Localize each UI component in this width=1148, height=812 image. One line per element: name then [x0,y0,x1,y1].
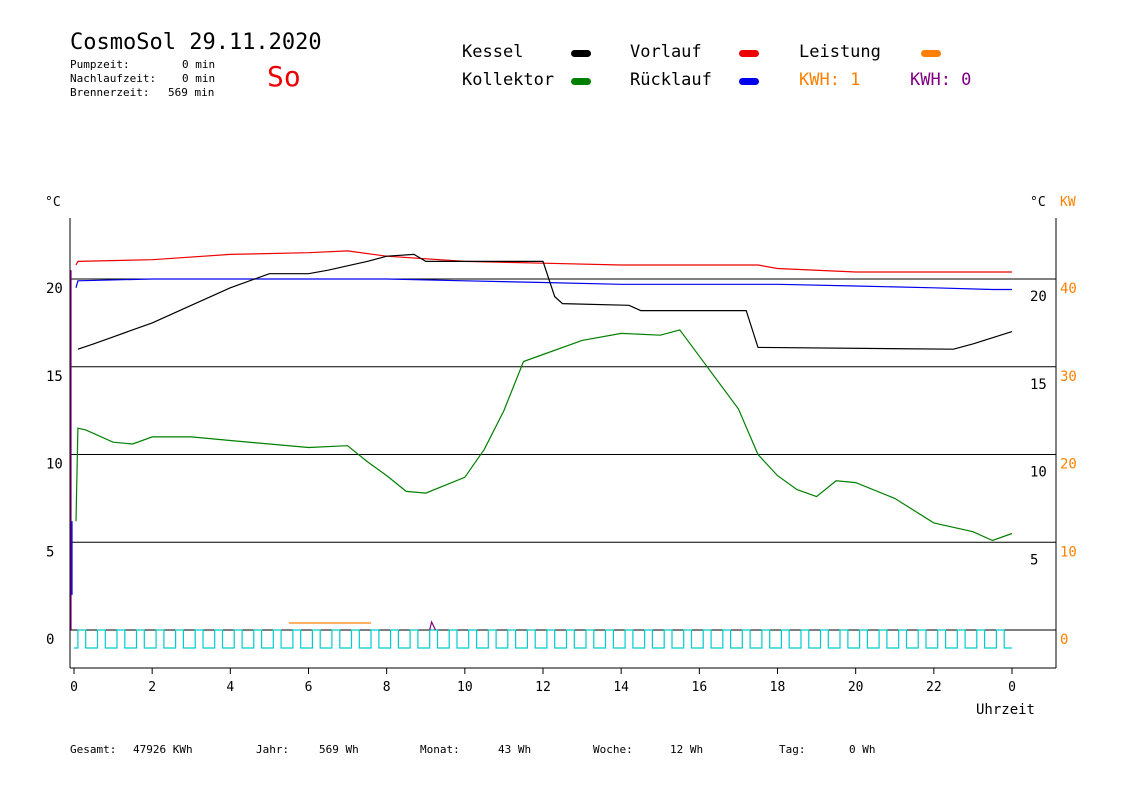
x-tick-label: 16 [692,680,708,695]
footer-total-label: Gesamt: [70,743,117,756]
x-tick-label: 2 [148,680,156,695]
footer-month-label: Monat: [420,743,460,756]
kwh-marker [429,620,437,631]
footer-year-label: Jahr: [256,743,290,756]
x-tick-label: 14 [613,680,629,695]
x-tick-label: 6 [305,680,313,695]
x-tick-label: 0 [70,680,78,695]
footer-total-value: 47926 KWh [133,743,193,756]
y-tick-label-right-kw: 0 [1060,632,1068,648]
x-tick-label: 20 [848,680,864,695]
footer-week-label: Woche: [593,743,633,756]
x-tick-label: 22 [926,680,942,695]
pump-time: Pumpzeit: [70,58,130,71]
y-tick-label-right-c: 10 [1030,465,1047,481]
kwh-1: KWH: 1 [799,70,861,90]
y-tick-label-right-kw: 30 [1060,369,1077,385]
footer-day-value: 0 Wh [849,743,876,756]
x-tick-label: 0 [1008,680,1016,695]
y-tick-label-right-kw: 40 [1060,281,1077,297]
weekday: So [267,60,301,93]
x-tick-label: 10 [457,680,473,695]
y-tick-label-left: 15 [46,369,63,385]
legend-kollektor-swatch [571,78,591,85]
y-tick-label-left: 5 [46,544,54,560]
legend-leistung-label: Leistung [799,42,881,62]
footer-week-value: 12 Wh [670,743,704,756]
y-tick-label-right-c: 15 [1030,377,1047,393]
y-tick-label-right-kw: 20 [1060,457,1077,473]
legend-leistung-swatch [921,50,941,57]
series-line-vorlauf [75,250,1012,273]
pump-status-wave [74,629,1012,649]
legend-vorlauf-label: Vorlauf [630,42,702,62]
page-title: CosmoSol 29.11.2020 [70,30,322,55]
x-tick-label: 12 [535,680,551,695]
series-line-rcklauf [75,278,1012,291]
kwh-2: KWH: 0 [910,70,972,90]
y-tick-label-right-kw: 10 [1060,544,1077,560]
y-unit-right-c: °C [1030,195,1046,210]
follow-time: Nachlaufzeit: [70,72,157,85]
x-axis-label: Uhrzeit [976,702,1035,718]
footer-year-value: 569 Wh [319,743,359,756]
y-unit-right-kw: KW [1060,195,1076,210]
burner-time-value: 569 min [168,86,215,99]
legend-kessel-label: Kessel [462,42,524,62]
follow-time-value: 0 min [182,72,216,85]
series-line-kessel [77,253,1013,350]
series-line-kollektor [75,329,1013,542]
legend-kessel-swatch [571,50,591,57]
x-tick-label: 18 [770,680,786,695]
y-tick-label-left: 20 [46,281,63,297]
legend-vorlauf-swatch [739,50,759,57]
y-tick-label-left: 0 [46,632,54,648]
x-tick-label: 8 [383,680,391,695]
burner-time: Brennerzeit: [70,86,150,99]
x-tick-label: 4 [226,680,234,695]
y-tick-label-left: 10 [46,457,63,473]
footer-day-label: Tag: [779,743,806,756]
footer-month-value: 43 Wh [498,743,532,756]
legend-ruecklauf-label: Rücklauf [630,70,712,90]
y-tick-label-right-c: 5 [1030,552,1038,568]
legend-kollektor-label: Kollektor [462,70,555,90]
legend-ruecklauf-swatch [739,78,759,85]
pump-time-value: 0 min [182,58,216,71]
y-tick-label-right-c: 20 [1030,289,1047,305]
y-unit-left: °C [45,195,61,210]
